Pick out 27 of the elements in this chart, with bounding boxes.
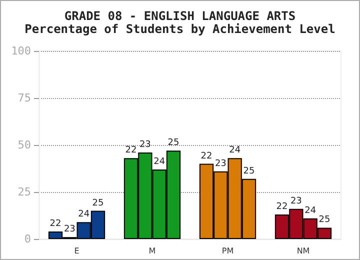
- text: 25: [243, 166, 255, 176]
- chart-subtitle: Percentage of Students by Achievement Level: [24, 22, 336, 36]
- text: 23: [290, 196, 302, 206]
- series-label: 23: [64, 224, 76, 235]
- text: 25: [168, 138, 180, 148]
- chart-title: GRADE 08 - ENGLISH LANGUAGE ARTS: [64, 9, 296, 23]
- text: 24: [304, 206, 316, 216]
- text: 25: [318, 215, 330, 226]
- y-tick-label: 50: [18, 138, 31, 152]
- series-label: 24: [78, 210, 90, 220]
- text: 22: [200, 151, 212, 162]
- y-tick-label: 100: [11, 44, 31, 58]
- text: 24: [229, 146, 241, 156]
- x-tick-label: PM: [222, 246, 234, 256]
- text: 24: [154, 156, 166, 167]
- y-tick-label: 0: [24, 232, 31, 246]
- y-tick-label: 25: [18, 186, 31, 198]
- series-label: 25: [92, 198, 104, 208]
- text: 22: [125, 146, 137, 156]
- x-tick-label: NM: [296, 246, 310, 256]
- y-tick-label: 75: [18, 92, 31, 104]
- text: 23: [214, 158, 226, 169]
- text: 22: [276, 202, 288, 212]
- series-label: 22: [50, 218, 62, 229]
- x-tick-label: M: [148, 246, 156, 256]
- text: 23: [139, 140, 151, 150]
- x-tick-label: E: [74, 246, 80, 256]
